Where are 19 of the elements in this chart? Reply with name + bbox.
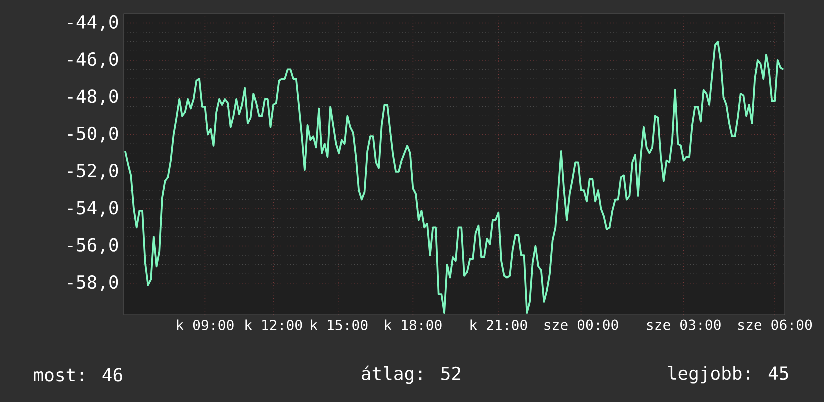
y-tick-label: -52,0 (68, 164, 118, 180)
x-tick-label: sze 03:00 (647, 320, 721, 330)
y-tick-label: -46,0 (68, 52, 118, 68)
y-tick-label: -54,0 (68, 201, 118, 218)
x-tick-label: k 21:00 (470, 320, 528, 331)
x-tick-label: k 15:00 (311, 320, 368, 331)
text: átlag: 52 (362, 366, 461, 384)
x-tick-label: sze 00:00 (544, 320, 618, 330)
text: most: 46 (34, 368, 122, 382)
x-tick-label: sze 06:00 (738, 320, 812, 330)
y-tick-label: -50,0 (68, 126, 118, 143)
x-tick-label: k 12:00 (246, 320, 302, 331)
y-tick-label: -44,0 (68, 15, 118, 32)
x-tick-label: k 18:00 (385, 320, 442, 331)
y-tick-label: -58,0 (68, 275, 118, 292)
y-tick-label: -56,0 (68, 238, 118, 254)
text: legjobb: 45 (668, 366, 788, 384)
x-tick-label: k 09:00 (177, 320, 234, 331)
y-tick-label: -48,0 (68, 90, 118, 106)
